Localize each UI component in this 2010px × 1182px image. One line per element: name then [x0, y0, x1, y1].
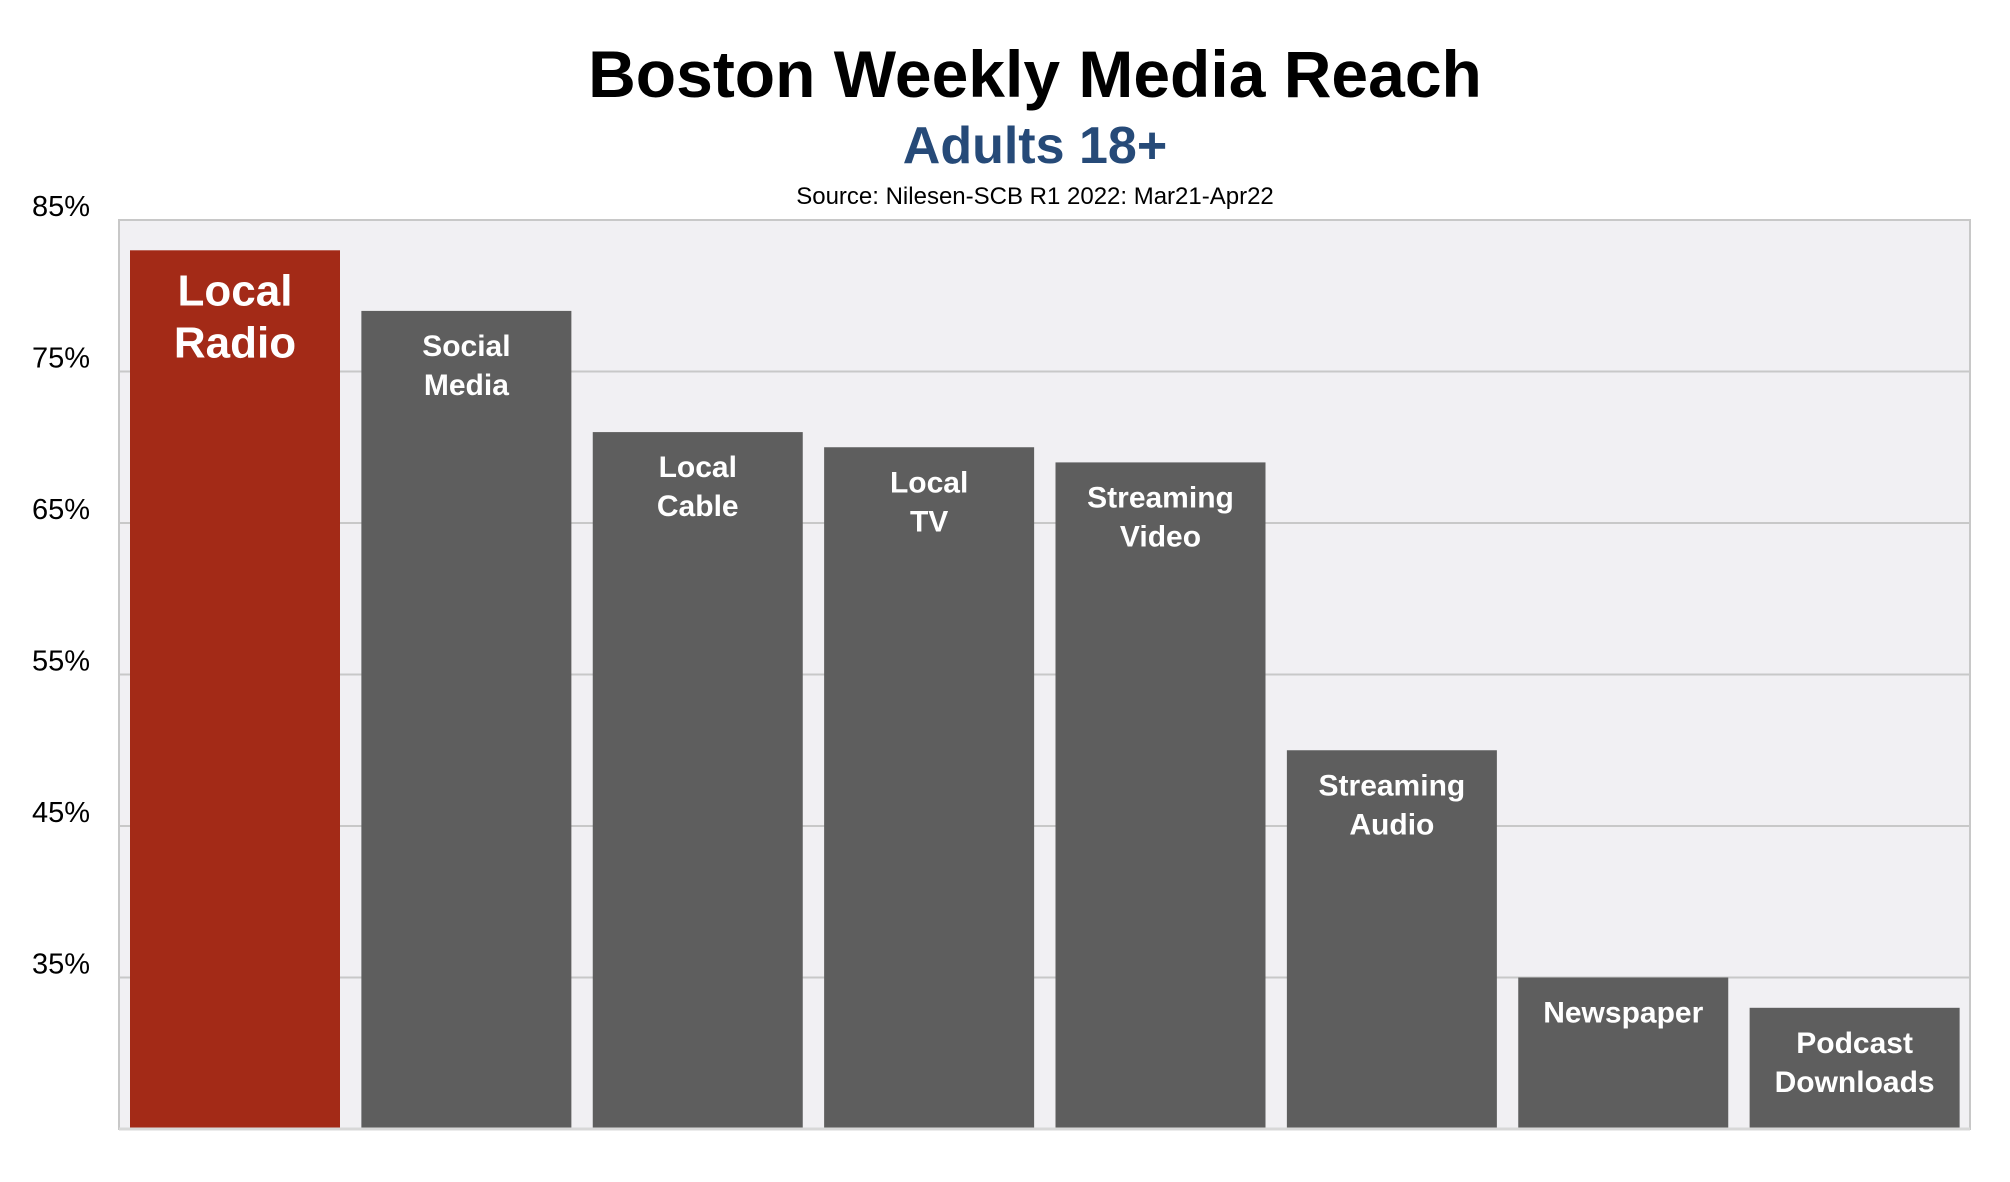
bar-social-media: Social Media — [361, 310, 572, 1129]
bar-local-cable: Local Cable — [592, 432, 803, 1130]
bar-label: Streaming — [1319, 769, 1466, 802]
bar-label: Media — [424, 369, 509, 402]
bar-label: Social — [422, 330, 510, 363]
y-tick-label: 85% — [32, 191, 90, 223]
y-axis: 35% 45% 55% 65% 75% 85% — [32, 191, 90, 981]
chart-subtitle: Adults 18+ — [903, 117, 1167, 175]
bar-label: Radio — [174, 318, 296, 367]
y-tick-label: 45% — [32, 797, 90, 829]
bar — [592, 432, 803, 1130]
bar-label: Local — [659, 451, 737, 484]
bar-label: Video — [1120, 520, 1201, 553]
bar-label: Local — [890, 466, 968, 499]
bar-newspaper: Newspaper — [1518, 977, 1729, 1129]
y-tick-label: 65% — [32, 494, 90, 526]
bar — [1286, 750, 1497, 1129]
bar-local-tv: Local TV — [824, 447, 1035, 1129]
chart-title: Boston Weekly Media Reach — [588, 37, 1482, 111]
bar-streaming-video: Streaming Video — [1055, 462, 1266, 1129]
bar-label: Newspaper — [1543, 997, 1703, 1030]
bar — [1749, 1007, 1960, 1129]
bar — [1055, 462, 1266, 1129]
bar — [824, 447, 1035, 1129]
y-tick-label: 75% — [32, 343, 90, 375]
y-tick-label: 35% — [32, 949, 90, 981]
y-tick-label: 55% — [32, 646, 90, 678]
bar-label: Podcast — [1796, 1027, 1913, 1060]
bar-label: Streaming — [1087, 481, 1234, 514]
bar-label: TV — [910, 505, 948, 538]
bar-label: Downloads — [1775, 1066, 1935, 1099]
bar-label: Cable — [657, 490, 739, 523]
bar-podcast-downloads: Podcast Downloads — [1749, 1007, 1960, 1129]
bar — [130, 250, 340, 1130]
bar-label: Audio — [1349, 808, 1434, 841]
bar — [361, 310, 572, 1129]
bar-streaming-audio: Streaming Audio — [1286, 750, 1497, 1129]
bar — [1518, 977, 1729, 1129]
bar-label: Local — [178, 266, 293, 315]
chart-source: Source: Nilesen-SCB R1 2022: Mar21-Apr22 — [796, 183, 1274, 210]
